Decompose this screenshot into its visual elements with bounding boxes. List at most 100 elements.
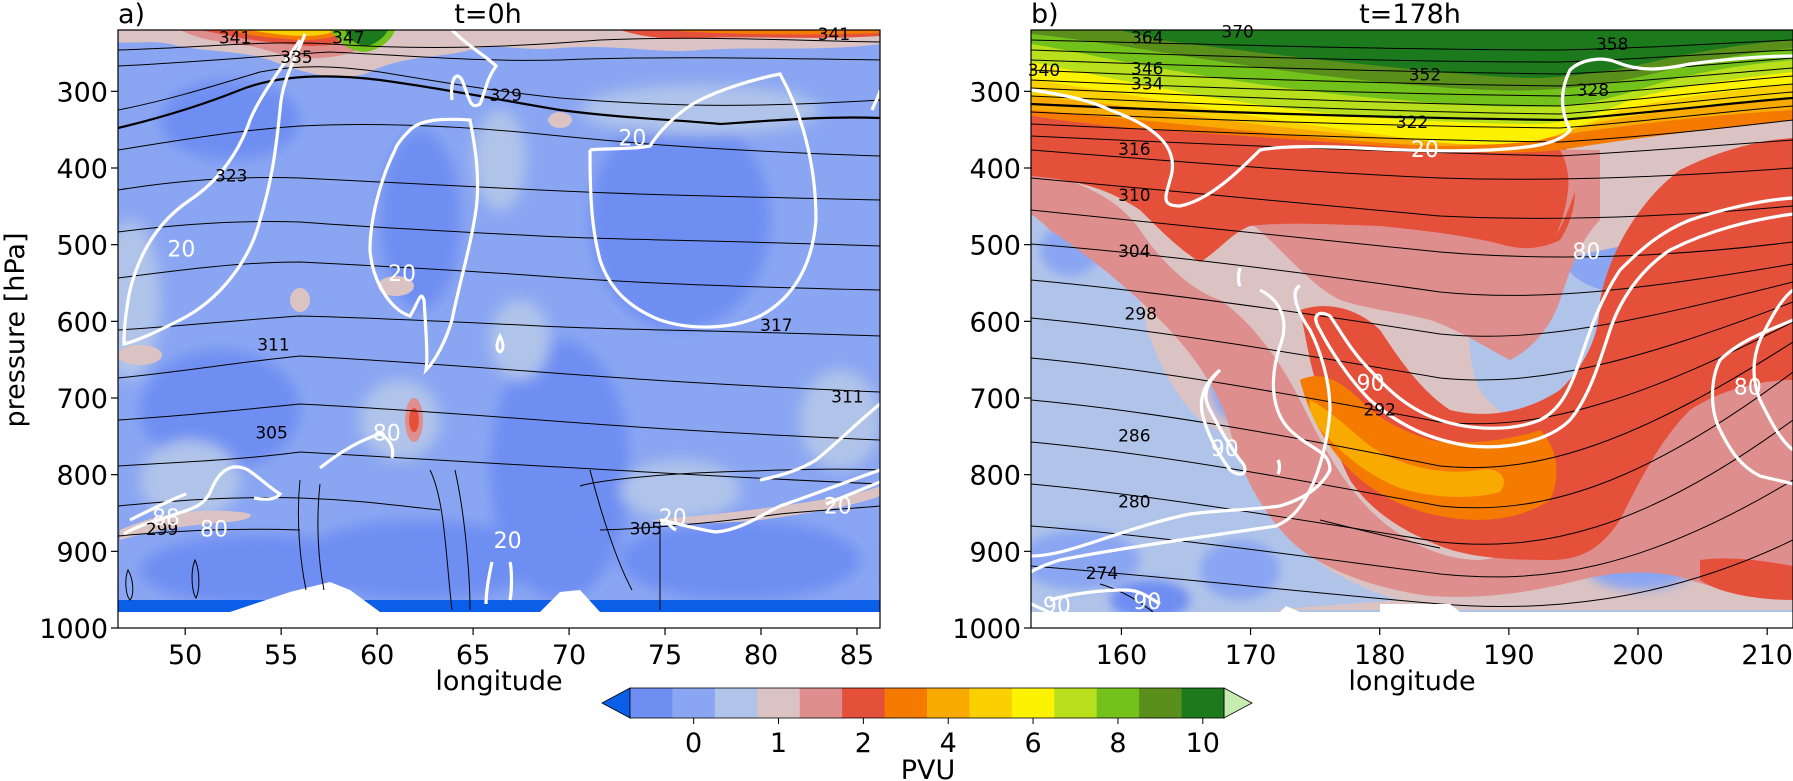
y-tick-label: 1000 — [952, 614, 1021, 645]
panel-a-wind-contours — [122, 30, 880, 605]
panel-b-theta-contours — [1031, 39, 1793, 619]
wind-contour-label: 90 — [1211, 437, 1239, 462]
colorbar-swatch — [1054, 688, 1098, 718]
theta-contour-label: 317 — [760, 316, 792, 336]
wind-contour-label: 80 — [200, 517, 228, 542]
theta-contour-label: 370 — [1221, 23, 1253, 43]
wind-contour-label: 80 — [373, 422, 401, 447]
colorbar-tick-label: 4 — [940, 728, 957, 759]
theta-contour-label: 364 — [1131, 29, 1163, 49]
wind-contour-label: 80 — [1572, 240, 1600, 265]
colorbar-swatch — [672, 688, 716, 718]
colorbar-tick-label: 10 — [1186, 728, 1220, 759]
wind-contour-label: 20 — [659, 506, 687, 531]
theta-contour-label: 341 — [818, 25, 850, 45]
wind-contour-label: 90 — [1133, 590, 1161, 615]
theta-contour-label: 286 — [1118, 427, 1150, 447]
colorbar-swatch — [884, 688, 928, 718]
wind-contour-label: 80 — [1734, 376, 1762, 401]
x-tick-label: 70 — [552, 640, 586, 671]
theta-contour-label: 304 — [1118, 242, 1150, 262]
colorbar-frame — [629, 687, 1225, 719]
wind-contour-label: 90 — [1043, 594, 1071, 619]
y-tick-label: 300 — [969, 77, 1021, 108]
colorbar-tick-label: 8 — [1109, 728, 1126, 759]
theta-contour-label: 346 — [1131, 59, 1163, 79]
y-tick-label: 500 — [969, 231, 1021, 262]
y-tick-label: 800 — [969, 461, 1021, 492]
theta-contour-label: 341 — [219, 29, 251, 49]
theta-contour-label: 352 — [1409, 65, 1441, 85]
theta-contour-label: 274 — [1086, 564, 1118, 584]
wind-contour-label: 20 — [167, 238, 195, 263]
colorbar-swatch — [1096, 688, 1140, 718]
panel-a-label: a) — [118, 0, 145, 30]
panel-b-x-ticks: 160 170 180 190 200 210 — [1096, 628, 1793, 671]
colorbar-tick-label: 1 — [770, 728, 787, 759]
panel-b-xlabel: longitude — [1348, 666, 1475, 697]
theta-contour-label: 322 — [1396, 113, 1428, 133]
x-tick-label: 85 — [840, 640, 874, 671]
x-tick-label: 55 — [264, 640, 298, 671]
panel-a-x-ticks: 50 55 60 65 70 75 80 85 — [168, 628, 874, 671]
wind-contour-label: 90 — [1357, 372, 1385, 397]
colorbar-swatch — [714, 688, 758, 718]
panel-b-wind-contours — [1031, 54, 1793, 620]
colorbar-swatch — [630, 688, 673, 718]
theta-contour-label: 347 — [332, 29, 364, 49]
colorbar-swatch — [927, 688, 970, 718]
theta-contour-label: 311 — [257, 335, 289, 355]
theta-contour-label: 323 — [215, 167, 247, 187]
y-tick-label: 500 — [56, 231, 108, 262]
y-tick-label: 400 — [969, 154, 1021, 185]
colorbar-tick-label: 6 — [1024, 728, 1041, 759]
theta-contour-label: 328 — [1577, 81, 1609, 101]
theta-contour-label: 334 — [1131, 75, 1163, 95]
y-tick-label: 600 — [56, 307, 108, 338]
x-tick-label: 210 — [1741, 640, 1793, 671]
colorbar-tick-label: 0 — [685, 728, 702, 759]
colorbar-label: PVU — [901, 755, 956, 781]
colorbar-swatch — [1011, 688, 1055, 718]
panel-a-title: t=0h — [454, 0, 522, 30]
x-tick-label: 160 — [1096, 640, 1148, 671]
y-axis-label: pressure [hPa] — [0, 233, 31, 428]
theta-contour-label: 305 — [255, 424, 287, 444]
theta-contour-label: 311 — [831, 387, 863, 407]
x-tick-label: 200 — [1612, 640, 1664, 671]
theta-contour-label: 340 — [1028, 61, 1060, 81]
x-tick-label: 80 — [744, 640, 778, 671]
panel-b-label: b) — [1031, 0, 1059, 30]
wind-contour-label: 20 — [388, 262, 416, 287]
colorbar-tick-label: 2 — [855, 728, 872, 759]
colorbar-extend-min — [601, 687, 631, 719]
colorbar-swatch — [1139, 688, 1183, 718]
theta-contour-label: 280 — [1118, 493, 1150, 513]
x-tick-label: 65 — [456, 640, 490, 671]
colorbar-swatch — [757, 688, 801, 718]
panel-a-pv-field — [118, 30, 880, 628]
y-tick-label: 900 — [56, 537, 108, 568]
y-tick-label: 700 — [969, 384, 1021, 415]
panel-a-theta-labels: 341 335 347 341 329 323 317 311 311 305 305 299 — [146, 25, 864, 540]
y-tick-label: 800 — [56, 461, 108, 492]
theta-contour-label: 316 — [1118, 140, 1150, 160]
wind-contour-label: 20 — [618, 126, 646, 151]
theta-contour-label: 299 — [146, 520, 178, 540]
colorbar-ticks: 0 1 2 4 6 8 10 — [685, 718, 1220, 759]
colorbar-extend-max — [1223, 687, 1253, 719]
x-tick-label: 75 — [648, 640, 682, 671]
panel-b-title: t=178h — [1359, 0, 1461, 30]
x-tick-label: 190 — [1483, 640, 1535, 671]
colorbar: 0 1 2 4 6 8 10 PVU — [601, 687, 1253, 781]
wind-contour-label: 20 — [1411, 138, 1439, 163]
colorbar-swatch — [1181, 688, 1225, 718]
y-tick-label: 900 — [969, 537, 1021, 568]
wind-contour-label: 88 — [152, 506, 180, 531]
x-tick-label: 50 — [168, 640, 202, 671]
theta-contour-label: 335 — [280, 48, 312, 68]
